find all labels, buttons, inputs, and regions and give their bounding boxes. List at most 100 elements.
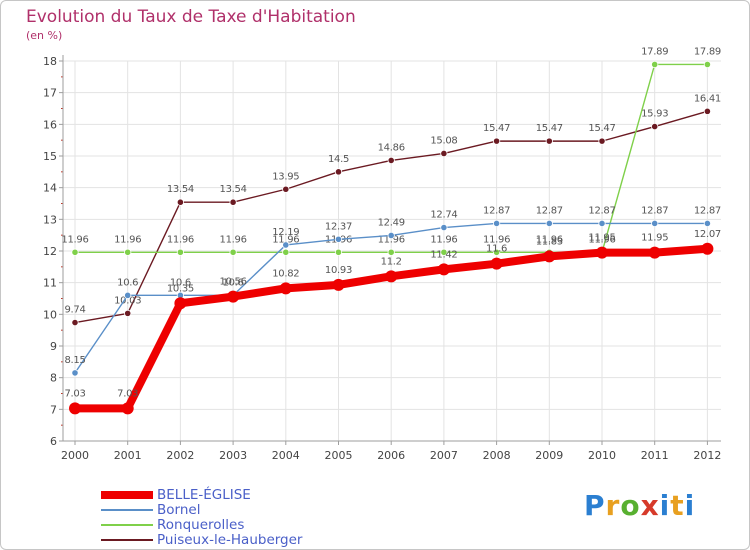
data-label-ronquerolles: 11.96 xyxy=(272,234,299,245)
data-label-belle-glise: 11.83 xyxy=(536,236,563,247)
y-tick-label: 18 xyxy=(43,55,57,68)
x-tick-label: 2007 xyxy=(430,449,458,462)
data-label-puiseux-le-hauberger: 9.74 xyxy=(64,305,85,316)
data-label-puiseux-le-hauberger: 14.5 xyxy=(328,154,349,165)
data-point-bornel xyxy=(651,219,659,228)
data-point-belle-glise xyxy=(279,282,292,295)
chart-unit-label: (en %) xyxy=(26,29,63,42)
data-point-belle-glise xyxy=(490,257,503,270)
data-label-bornel: 12.37 xyxy=(325,221,352,232)
data-point-puiseux-le-hauberger xyxy=(651,122,659,131)
x-tick-label: 2008 xyxy=(483,449,511,462)
x-tick-label: 2001 xyxy=(114,449,142,462)
data-label-bornel: 12.87 xyxy=(641,205,668,216)
data-point-puiseux-le-hauberger xyxy=(282,185,290,193)
data-label-puiseux-le-hauberger: 15.47 xyxy=(588,123,615,134)
data-label-ronquerolles: 17.89 xyxy=(694,46,721,57)
y-tick-label: 6 xyxy=(50,435,57,448)
data-point-belle-glise xyxy=(701,242,714,255)
x-tick-label: 2006 xyxy=(377,449,405,462)
data-point-puiseux-le-hauberger xyxy=(545,137,553,145)
data-label-bornel: 12.19 xyxy=(272,227,299,238)
data-label-ronquerolles: 17.89 xyxy=(641,46,668,57)
data-label-belle-glise: 11.6 xyxy=(486,244,507,255)
x-tick-label: 2009 xyxy=(535,449,563,462)
data-label-puiseux-le-hauberger: 15.47 xyxy=(483,123,510,134)
x-tick-label: 2003 xyxy=(219,449,247,462)
data-point-ronquerolles xyxy=(387,248,395,256)
data-point-puiseux-le-hauberger xyxy=(71,318,79,327)
data-point-belle-glise xyxy=(596,246,608,259)
data-point-ronquerolles xyxy=(229,248,237,256)
data-point-ronquerolles xyxy=(334,248,343,256)
data-point-belle-glise xyxy=(385,270,398,283)
data-label-bornel: 10.6 xyxy=(223,277,244,288)
data-label-bornel: 12.87 xyxy=(536,205,563,216)
y-tick-label: 11 xyxy=(43,277,57,290)
legend-swatch xyxy=(101,491,153,499)
data-label-puiseux-le-hauberger: 13.54 xyxy=(220,184,247,195)
x-tick-label: 2012 xyxy=(693,449,721,462)
y-tick-label: 13 xyxy=(43,213,57,226)
data-label-bornel: 12.87 xyxy=(588,205,615,216)
legend-label: Bornel xyxy=(157,502,201,518)
data-point-bornel xyxy=(492,219,501,228)
legend-swatch xyxy=(101,539,153,541)
data-label-ronquerolles: 11.96 xyxy=(536,234,563,245)
data-point-puiseux-le-hauberger xyxy=(334,168,343,176)
data-label-belle-glise: 11.95 xyxy=(588,233,615,244)
line-chart: 6 7 8 9 10 11 12 13 14 15 16 17 18 2000 2001 2002 2003 20… xyxy=(43,46,721,462)
data-label-bornel: 12.87 xyxy=(483,205,510,216)
data-point-ronquerolles xyxy=(282,248,290,256)
data-label-puiseux-le-hauberger: 15.93 xyxy=(641,109,668,120)
y-tick-label: 16 xyxy=(43,118,57,131)
data-label-belle-glise: 7.03 xyxy=(117,388,138,399)
data-point-puiseux-le-hauberger xyxy=(387,156,395,165)
data-label-bornel: 12.74 xyxy=(430,210,457,221)
legend-label: Puiseux-le-Hauberger xyxy=(157,532,303,548)
x-tick-label: 2000 xyxy=(61,449,89,462)
data-label-bornel: 8.15 xyxy=(64,355,85,366)
data-label-ronquerolles: 11.96 xyxy=(220,234,247,245)
data-label-belle-glise: 10.35 xyxy=(167,283,194,294)
data-point-ronquerolles xyxy=(71,248,79,256)
data-label-ronquerolles: 11.96 xyxy=(483,234,510,245)
data-point-ronquerolles xyxy=(651,60,659,69)
data-point-puiseux-le-hauberger xyxy=(229,198,237,206)
data-label-belle-glise: 11.95 xyxy=(641,233,668,244)
data-label-puiseux-le-hauberger: 14.86 xyxy=(378,142,405,153)
data-point-puiseux-le-hauberger xyxy=(492,137,501,145)
legend-item-ronquerolles: Ronquerolles xyxy=(101,517,401,533)
data-label-bornel: 10.6 xyxy=(170,277,191,288)
x-tick-label: 2011 xyxy=(641,449,669,462)
data-point-bornel xyxy=(334,235,343,243)
legend-swatch xyxy=(101,509,153,511)
legend-label: BELLE-ÉGLISE xyxy=(157,487,251,503)
data-point-ronquerolles xyxy=(440,248,448,256)
data-label-belle-glise: 11.42 xyxy=(430,249,457,260)
data-point-bornel xyxy=(598,219,606,228)
data-point-puiseux-le-hauberger xyxy=(703,107,712,115)
data-label-puiseux-le-hauberger: 13.54 xyxy=(167,184,194,195)
data-point-bornel xyxy=(545,219,553,228)
y-tick-label: 9 xyxy=(50,340,57,353)
y-tick-label: 17 xyxy=(43,87,57,100)
y-tick-label: 15 xyxy=(43,150,57,163)
x-tick-label: 2005 xyxy=(325,449,353,462)
data-label-puiseux-le-hauberger: 16.41 xyxy=(694,93,721,104)
legend-item-belle-eglise: BELLE-ÉGLISE xyxy=(101,487,401,503)
proxiti-logo: Proxiti xyxy=(584,489,696,522)
data-label-belle-glise: 10.82 xyxy=(272,268,299,279)
legend-item-bornel: Bornel xyxy=(101,502,401,518)
data-label-bornel: 12.49 xyxy=(378,217,405,228)
data-point-belle-glise xyxy=(227,290,240,303)
data-point-bornel xyxy=(703,219,712,228)
data-label-belle-glise: 7.03 xyxy=(64,388,85,399)
legend-item-puiseux-le-hauberger: Puiseux-le-Hauberger xyxy=(101,532,401,548)
data-label-ronquerolles: 11.96 xyxy=(588,234,615,245)
data-label-belle-glise: 10.56 xyxy=(220,277,247,288)
data-point-puiseux-le-hauberger xyxy=(440,149,448,158)
data-label-ronquerolles: 11.96 xyxy=(167,234,194,245)
y-tick-label: 14 xyxy=(43,182,57,195)
